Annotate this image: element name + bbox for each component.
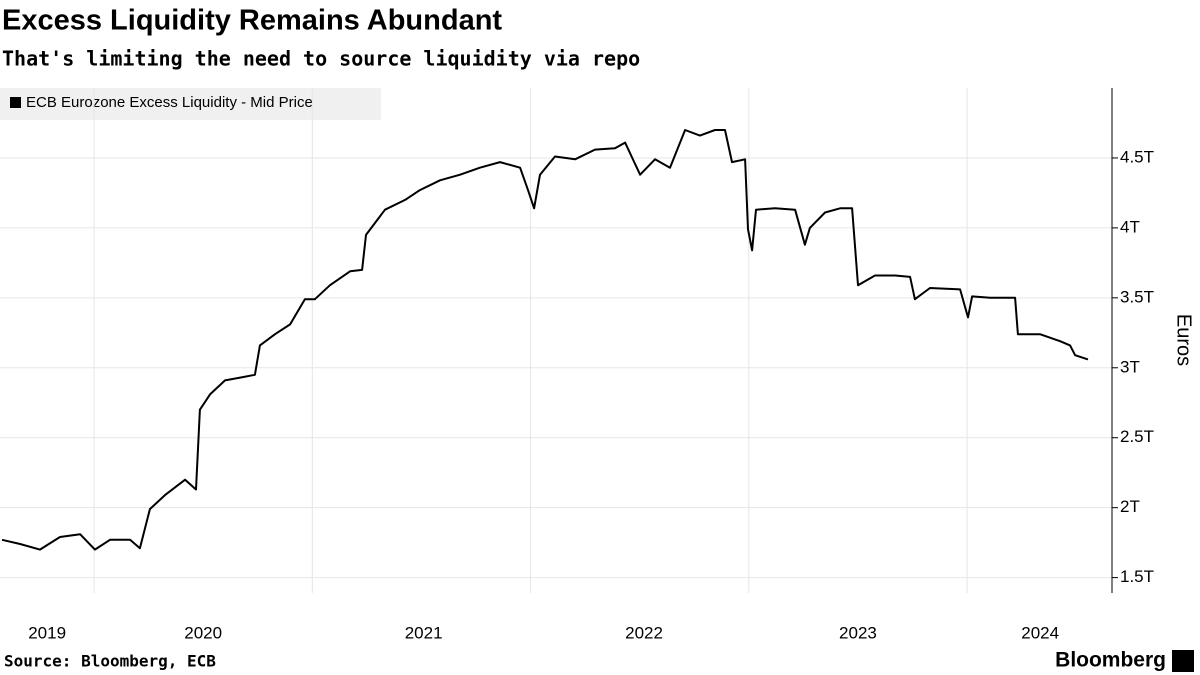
x-tick-label: 2020 — [184, 623, 222, 642]
logo-icon — [1172, 650, 1194, 672]
x-tick-label: 2019 — [28, 623, 66, 642]
y-tick-label: 3.5T — [1120, 287, 1154, 306]
y-tick-label: 2.5T — [1120, 427, 1154, 446]
y-tick-label: 3T — [1120, 357, 1140, 376]
y-tick-label: 4.5T — [1120, 147, 1154, 166]
chart-title: Excess Liquidity Remains Abundant — [2, 5, 502, 37]
y-axis-label: Euros — [1173, 314, 1195, 366]
chart-subtitle: That's limiting the need to source liqui… — [2, 47, 640, 71]
x-tick-label: 2022 — [625, 623, 663, 642]
source: Source: Bloomberg, ECB — [4, 652, 216, 671]
legend-box — [0, 88, 381, 120]
y-tick-label: 1.5T — [1120, 567, 1154, 586]
x-tick-label: 2023 — [839, 623, 877, 642]
data-line — [1, 129, 1089, 551]
x-tick-label: 2021 — [405, 623, 443, 642]
legend-swatch — [10, 97, 21, 108]
logo: Bloomberg — [1055, 649, 1166, 672]
y-tick-label: 2T — [1120, 497, 1140, 516]
legend-label: ECB Eurozone Excess Liquidity - Mid Pric… — [26, 94, 313, 111]
x-tick-label: 2024 — [1021, 623, 1059, 642]
y-tick-label: 4T — [1120, 217, 1140, 236]
